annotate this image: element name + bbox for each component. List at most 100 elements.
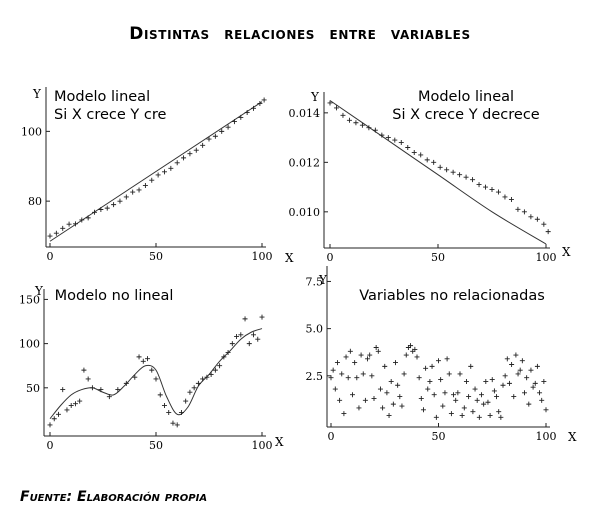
data-point (476, 414, 482, 420)
y-axis-label: Y (318, 273, 328, 287)
data-point (425, 386, 431, 392)
data-point (470, 177, 476, 183)
data-point (123, 380, 129, 386)
x-tick-label: 50 (149, 439, 163, 452)
data-point (398, 140, 404, 146)
data-point (221, 354, 227, 360)
data-point (60, 225, 66, 231)
data-point (219, 128, 225, 134)
data-point (395, 382, 401, 388)
panel-title: Modelo no lineal (55, 288, 174, 304)
data-point (330, 367, 336, 373)
data-point (85, 376, 91, 382)
data-point (496, 409, 502, 415)
y-tick-label: 5.0 (306, 323, 324, 336)
data-point (337, 397, 343, 403)
data-point (498, 414, 504, 420)
y-tick-label: 80 (28, 195, 42, 208)
data-point (345, 375, 351, 381)
data-point (104, 205, 110, 211)
data-point (161, 169, 167, 175)
data-point (132, 374, 138, 380)
data-point (106, 394, 112, 400)
data-point (405, 144, 411, 150)
data-point (517, 367, 523, 373)
data-point (362, 397, 368, 403)
data-point (140, 358, 146, 364)
data-point (339, 371, 345, 377)
data-point (77, 398, 83, 404)
data-point (208, 372, 214, 378)
data-point (390, 401, 396, 407)
data-point (385, 135, 391, 141)
data-point (481, 401, 487, 407)
data-point (489, 187, 495, 193)
data-point (68, 402, 74, 408)
data-point (217, 363, 223, 369)
x-axis-label: X (275, 435, 284, 449)
data-point (229, 341, 235, 347)
data-point (346, 117, 352, 123)
data-point (416, 375, 422, 381)
data-point (455, 390, 461, 396)
data-point (487, 412, 493, 418)
data-point (534, 363, 540, 369)
data-point (85, 215, 91, 221)
data-point (479, 392, 484, 398)
data-point (238, 114, 244, 120)
data-point (522, 390, 527, 396)
data-point (360, 371, 366, 377)
data-point (47, 422, 53, 428)
data-point (161, 402, 167, 408)
data-point (442, 390, 448, 396)
data-point (444, 167, 450, 173)
data-point (530, 384, 536, 390)
data-point (187, 151, 193, 157)
data-point (328, 375, 334, 381)
data-point (327, 100, 333, 106)
data-point (89, 385, 95, 391)
data-point (412, 346, 418, 352)
data-point (130, 189, 136, 195)
data-point (431, 159, 437, 165)
data-point (372, 127, 378, 133)
fit-line (49, 101, 263, 242)
y-axis-label: Y (34, 284, 44, 298)
data-point (453, 397, 459, 403)
data-point (420, 407, 426, 413)
x-axis-label: X (562, 245, 571, 259)
data-point (332, 386, 338, 392)
data-point (369, 373, 375, 379)
data-point (468, 363, 474, 369)
data-point (532, 380, 538, 386)
data-point (384, 390, 390, 396)
data-point (541, 378, 547, 384)
chart-panel-2: 0 50 100 0.010 0.012 0.014 Y X Modelo lineal Si X… (289, 89, 572, 264)
data-point (174, 422, 180, 428)
data-point (524, 375, 530, 381)
y-tick-label: 150 (19, 293, 40, 306)
data-point (511, 394, 517, 400)
data-point (463, 174, 469, 180)
x-tick-label: 100 (252, 439, 273, 452)
data-point (519, 358, 525, 364)
y-tick-label: 2.5 (306, 370, 324, 383)
data-point (238, 332, 244, 338)
data-point (444, 356, 450, 362)
data-point (174, 160, 180, 166)
data-point (72, 221, 78, 227)
data-point (98, 387, 104, 393)
data-point (117, 198, 123, 204)
data-point (242, 316, 248, 322)
data-point (200, 376, 206, 382)
data-point (333, 105, 339, 111)
y-tick-label: 100 (19, 338, 40, 351)
source-note: Fuente: Elaboración propia (20, 489, 207, 505)
data-point (450, 169, 456, 175)
data-point (259, 314, 265, 320)
data-point (457, 371, 463, 377)
data-point (53, 230, 59, 236)
data-point (155, 172, 161, 178)
data-point (375, 348, 381, 354)
